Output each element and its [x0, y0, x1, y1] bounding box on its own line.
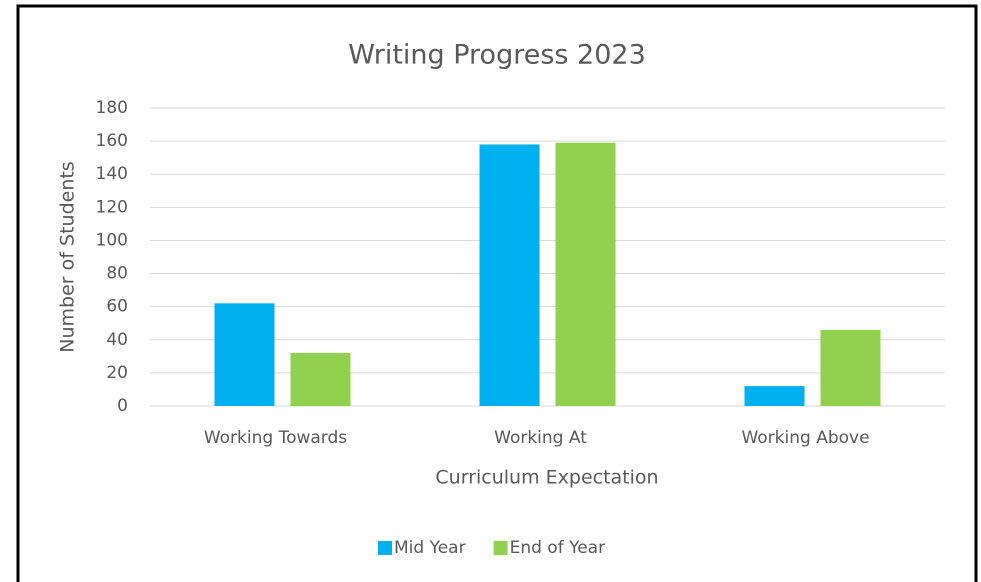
x-axis-title: Curriculum Expectation — [435, 467, 658, 489]
bar — [820, 329, 881, 406]
bar — [479, 144, 540, 406]
bar — [290, 353, 351, 406]
y-tick-label: 160 — [96, 131, 128, 151]
bar — [555, 142, 616, 406]
chart-border — [16, 4, 978, 582]
y-axis-title: Number of Students — [57, 161, 79, 352]
y-tick-label: 60 — [106, 297, 128, 317]
y-tick-label: 140 — [96, 164, 128, 184]
x-tick-label: Working Above — [741, 428, 869, 448]
legend-swatch — [378, 541, 392, 555]
y-tick-label: 120 — [96, 197, 128, 217]
y-tick-label: 20 — [106, 363, 128, 383]
legend-swatch — [493, 541, 508, 555]
y-tick-label: 80 — [106, 264, 128, 284]
chart-title: Writing Progress 2023 — [348, 40, 646, 71]
bar — [744, 386, 805, 406]
x-tick-label: Working At — [494, 428, 587, 448]
y-tick-label: 0 — [117, 396, 128, 416]
legend-label: End of Year — [510, 538, 606, 558]
y-tick-label: 40 — [106, 330, 128, 350]
y-tick-label: 180 — [96, 98, 128, 118]
y-tick-label: 100 — [96, 230, 128, 250]
x-tick-label: Working Towards — [204, 428, 347, 448]
legend-label: Mid Year — [394, 538, 466, 558]
bar — [214, 303, 275, 406]
